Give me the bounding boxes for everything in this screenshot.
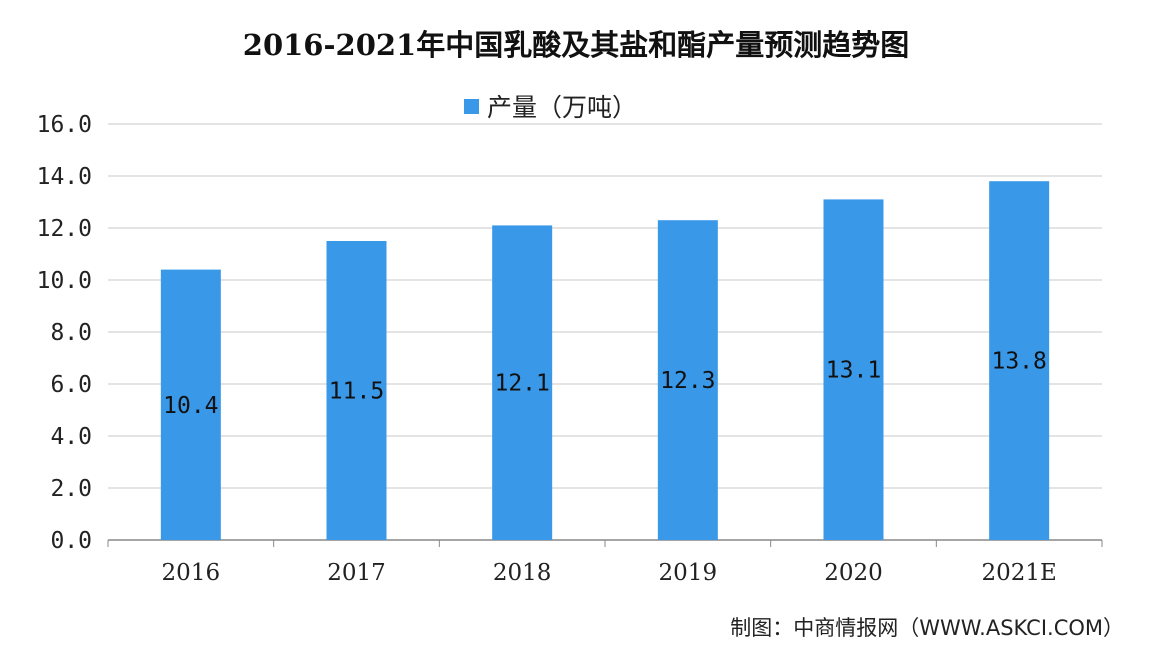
legend-swatch [464, 98, 479, 114]
y-tick-label: 14.0 [37, 164, 92, 190]
data-label: 12.3 [660, 368, 715, 394]
y-tick-labels: 0.0 2.0 4.0 6.0 8.0 10.0 12.0 14.0 16.0 [37, 112, 92, 554]
data-label: 13.1 [826, 358, 881, 384]
data-label: 13.8 [991, 349, 1046, 375]
x-tick-label: 2018 [493, 560, 552, 586]
y-tick-label: 8.0 [50, 320, 92, 346]
bar [823, 199, 884, 540]
y-tick-label: 4.0 [50, 424, 92, 450]
x-tick-label: 2017 [327, 560, 386, 586]
x-tick-labels: 2016 2017 2018 2019 2020 2021E [162, 560, 1057, 586]
data-label: 10.4 [163, 393, 218, 419]
y-tick-label: 2.0 [50, 476, 92, 502]
y-tick-label: 16.0 [37, 112, 92, 138]
bar [657, 220, 718, 540]
chart-title: 2016-2021年中国乳酸及其盐和酯产量预测趋势图 [242, 28, 910, 62]
axes [107, 539, 1103, 547]
data-labels: 10.4 11.5 12.1 12.3 13.1 13.8 [163, 349, 1047, 419]
data-label: 12.1 [494, 371, 549, 397]
legend: 产量（万吨） [464, 88, 637, 124]
x-tick-label: 2021E [982, 560, 1057, 586]
y-tick-label: 12.0 [37, 216, 92, 242]
x-tick-label: 2016 [162, 560, 221, 586]
x-tick-label: 2020 [824, 560, 883, 586]
bar [160, 269, 221, 540]
bar [326, 241, 387, 540]
y-tick-label: 6.0 [50, 372, 92, 398]
y-tick-label: 0.0 [50, 528, 92, 554]
x-tick-label: 2019 [659, 560, 718, 586]
legend-label: 产量（万吨） [487, 93, 638, 122]
source-note: 制图：中商情报网（WWW.ASKCI.COM） [730, 616, 1124, 640]
grid-lines [108, 123, 1102, 489]
data-label: 11.5 [329, 379, 384, 405]
y-tick-label: 10.0 [37, 268, 92, 294]
bar [492, 225, 553, 540]
bar [989, 181, 1050, 540]
bars [160, 181, 1050, 540]
